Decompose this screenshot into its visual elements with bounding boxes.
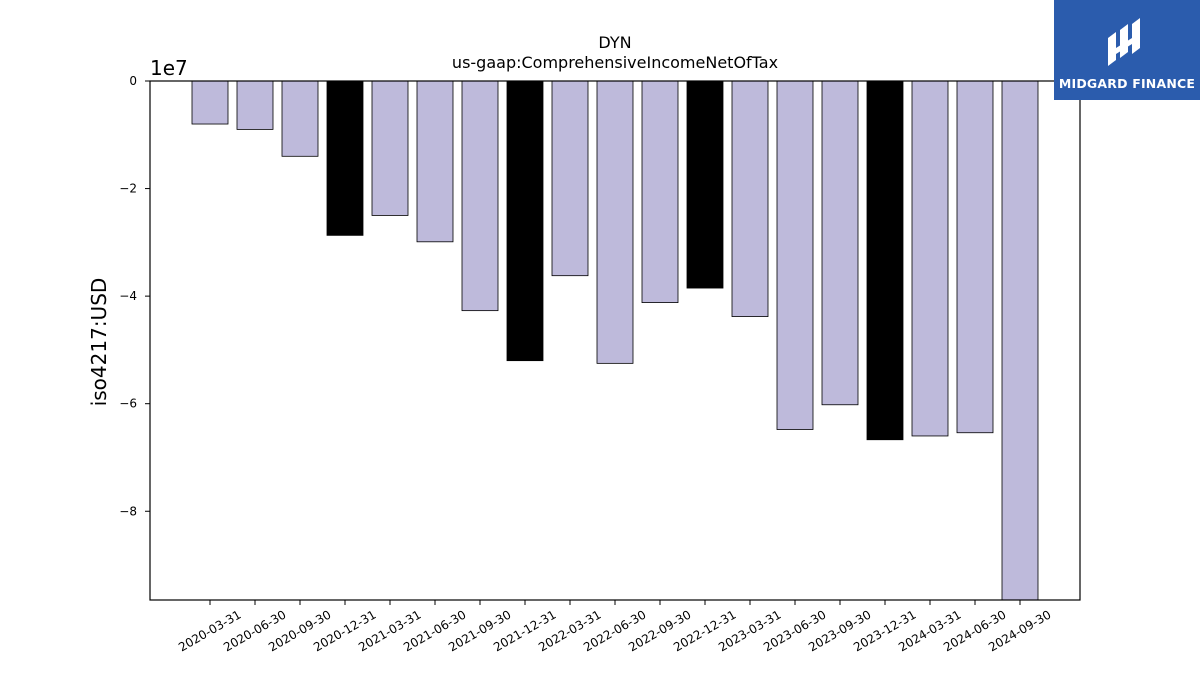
brand-logo: MIDGARD FINANCE	[1054, 0, 1200, 100]
bar-2023-09-30	[821, 80, 859, 406]
bar-2021-03-31	[371, 80, 409, 216]
bar-2020-12-31	[326, 80, 364, 236]
y-tick-label: −4	[119, 289, 137, 303]
y-tick-label: −6	[119, 397, 137, 411]
bar-2020-09-30	[281, 80, 319, 157]
chart-subtitle: us-gaap:ComprehensiveIncomeNetOfTax	[452, 53, 778, 72]
bar-2023-03-31	[731, 80, 769, 317]
y-tick-label: −2	[119, 182, 137, 196]
bar-2024-03-31	[911, 80, 949, 437]
bar-2024-06-30	[956, 80, 994, 434]
bar-2021-09-30	[461, 80, 499, 312]
bar-2023-06-30	[776, 80, 814, 430]
bar-2023-12-31	[866, 80, 904, 441]
y-tick-label: −8	[119, 504, 137, 518]
bar-2022-06-30	[596, 80, 634, 364]
y-axis-offset-label: 1e7	[150, 56, 188, 80]
bar-2021-12-31	[506, 80, 544, 362]
bar-2024-09-30	[1001, 80, 1039, 601]
bar-2022-09-30	[641, 80, 679, 303]
bar-2020-03-31	[191, 80, 229, 125]
x-axis-ticks: 2020-03-312020-06-302020-09-302020-12-31…	[176, 600, 1054, 654]
plot-frame	[149, 80, 1081, 601]
y-axis-label: iso4217:USD	[87, 278, 111, 407]
y-tick-label: 0	[129, 74, 137, 88]
brand-name: MIDGARD FINANCE	[1058, 75, 1196, 91]
bar-2022-12-31	[686, 80, 724, 289]
y-axis-ticks: 0 −2 −4 −6 −8	[119, 74, 150, 518]
bar-2020-06-30	[236, 80, 274, 130]
midgard-logo-icon	[1108, 17, 1140, 66]
bar-2021-06-30	[416, 80, 454, 243]
bar-series	[191, 80, 1039, 601]
chart-title: DYN	[598, 33, 631, 52]
bar-2022-03-31	[551, 80, 589, 277]
